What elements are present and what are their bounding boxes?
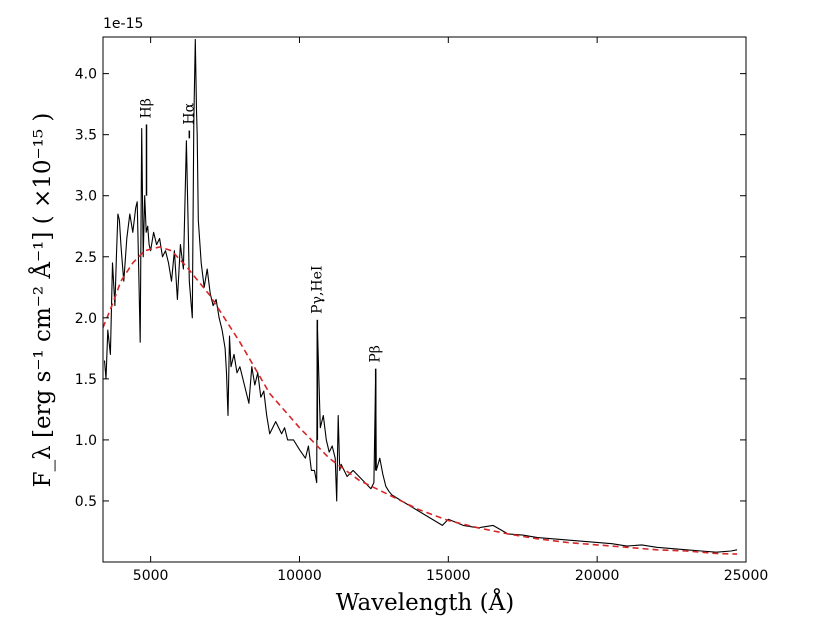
y-axis-label: F_λ [erg s⁻¹ cm⁻² Å⁻¹] ( ×10⁻¹⁵ ) xyxy=(28,113,56,488)
y-tick-label: 1.5 xyxy=(75,372,97,388)
annotation-label: Pγ,HeI xyxy=(309,266,325,314)
y-tick-label: 0.5 xyxy=(75,494,97,510)
x-tick-label: 20000 xyxy=(575,568,620,584)
annotation-label: Hβ xyxy=(138,98,154,118)
x-tick-label: 15000 xyxy=(426,568,471,584)
annotation-label: Pβ xyxy=(368,345,384,363)
plot-background xyxy=(103,37,746,562)
y-tick-label: 3.5 xyxy=(75,128,97,144)
x-axis-ticks: 5000 10000 15000 20000 25000 xyxy=(133,37,768,584)
y-tick-label: 4.0 xyxy=(75,67,97,83)
plot-frame xyxy=(102,36,747,563)
x-tick-label: 5000 xyxy=(133,568,169,584)
y-tick-label: 1.0 xyxy=(75,433,97,449)
annotation-layer: Hβ Hα Pγ,HeI Pβ xyxy=(138,98,384,471)
annotation-label: Hα xyxy=(181,102,197,124)
data-series-layer xyxy=(102,38,738,555)
x-axis-label: Wavelength (Å) xyxy=(336,588,514,616)
series-fit-line xyxy=(102,246,738,555)
y-tick-label: 2.5 xyxy=(75,250,97,266)
y-offset-text: 1e-15 xyxy=(103,16,143,32)
x-tick-label: 10000 xyxy=(277,568,322,584)
series-spectrum-line xyxy=(103,38,738,553)
y-axis-ticks: 0.5 1.0 1.5 2.0 2.5 3.0 3.5 4.0 xyxy=(75,67,746,510)
y-tick-label: 2.0 xyxy=(75,311,97,327)
x-tick-label: 25000 xyxy=(724,568,769,584)
y-tick-label: 3.0 xyxy=(75,189,97,205)
